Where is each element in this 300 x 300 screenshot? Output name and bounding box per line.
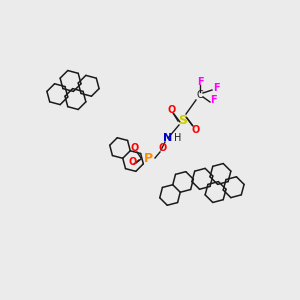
Text: F: F: [210, 95, 216, 105]
Text: O: O: [131, 143, 139, 153]
Text: O: O: [129, 157, 137, 167]
Text: O: O: [168, 105, 176, 115]
Text: O: O: [159, 143, 167, 153]
Text: C: C: [196, 90, 203, 100]
Text: O: O: [192, 125, 200, 135]
Text: N: N: [164, 133, 172, 143]
Text: P: P: [143, 152, 153, 164]
Text: H: H: [174, 133, 182, 143]
Text: S: S: [178, 113, 188, 127]
Text: F: F: [197, 77, 203, 87]
Text: F: F: [213, 83, 219, 93]
